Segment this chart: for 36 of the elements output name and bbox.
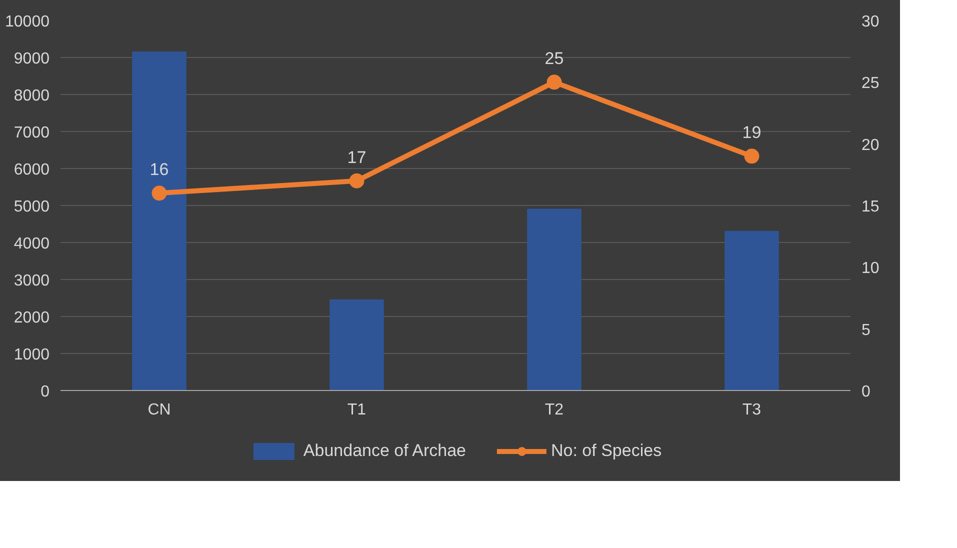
- y2-tick-label: 30: [862, 14, 880, 30]
- y-tick-label: 7000: [14, 124, 50, 142]
- y2-tick-label: 5: [862, 322, 870, 339]
- y-tick-label: 8000: [14, 88, 50, 104]
- y-tick-label: 4000: [14, 236, 50, 252]
- y2-tick-label: 10: [862, 260, 880, 278]
- y2-tick-label: 25: [862, 75, 880, 92]
- data-label: 25: [544, 49, 564, 68]
- y-tick-label: 2000: [14, 310, 50, 326]
- y2-tick-label: 20: [862, 136, 880, 154]
- y2-tick-label: 0: [862, 384, 870, 400]
- bar: [330, 299, 384, 390]
- x-tick-label: T1: [347, 402, 366, 418]
- y-tick-label: 10000: [5, 14, 50, 30]
- bar: [527, 208, 582, 390]
- legend-label: Abundance of Archae: [303, 441, 466, 461]
- point: [152, 186, 167, 201]
- bar: [724, 230, 779, 390]
- point: [744, 148, 760, 164]
- data-label: 17: [347, 148, 366, 167]
- legend-label: No: of Species: [551, 441, 662, 461]
- y-tick-label: 1000: [14, 346, 50, 364]
- y-tick-label: 3000: [14, 272, 50, 290]
- data-label: 16: [150, 160, 169, 180]
- y-tick-label: 0: [40, 384, 50, 400]
- point: [349, 173, 364, 188]
- y-tick-label: 9000: [14, 50, 50, 68]
- x-tick-label: T3: [742, 402, 762, 418]
- x-tick-label: CN: [148, 402, 171, 418]
- y-tick-label: 6000: [14, 162, 50, 178]
- x-tick-label: T2: [544, 402, 564, 418]
- y-tick-label: 5000: [14, 198, 50, 216]
- bar: [132, 51, 186, 390]
- y2-tick-label: 15: [862, 198, 880, 216]
- point: [546, 74, 562, 90]
- data-label: 19: [742, 123, 762, 142]
